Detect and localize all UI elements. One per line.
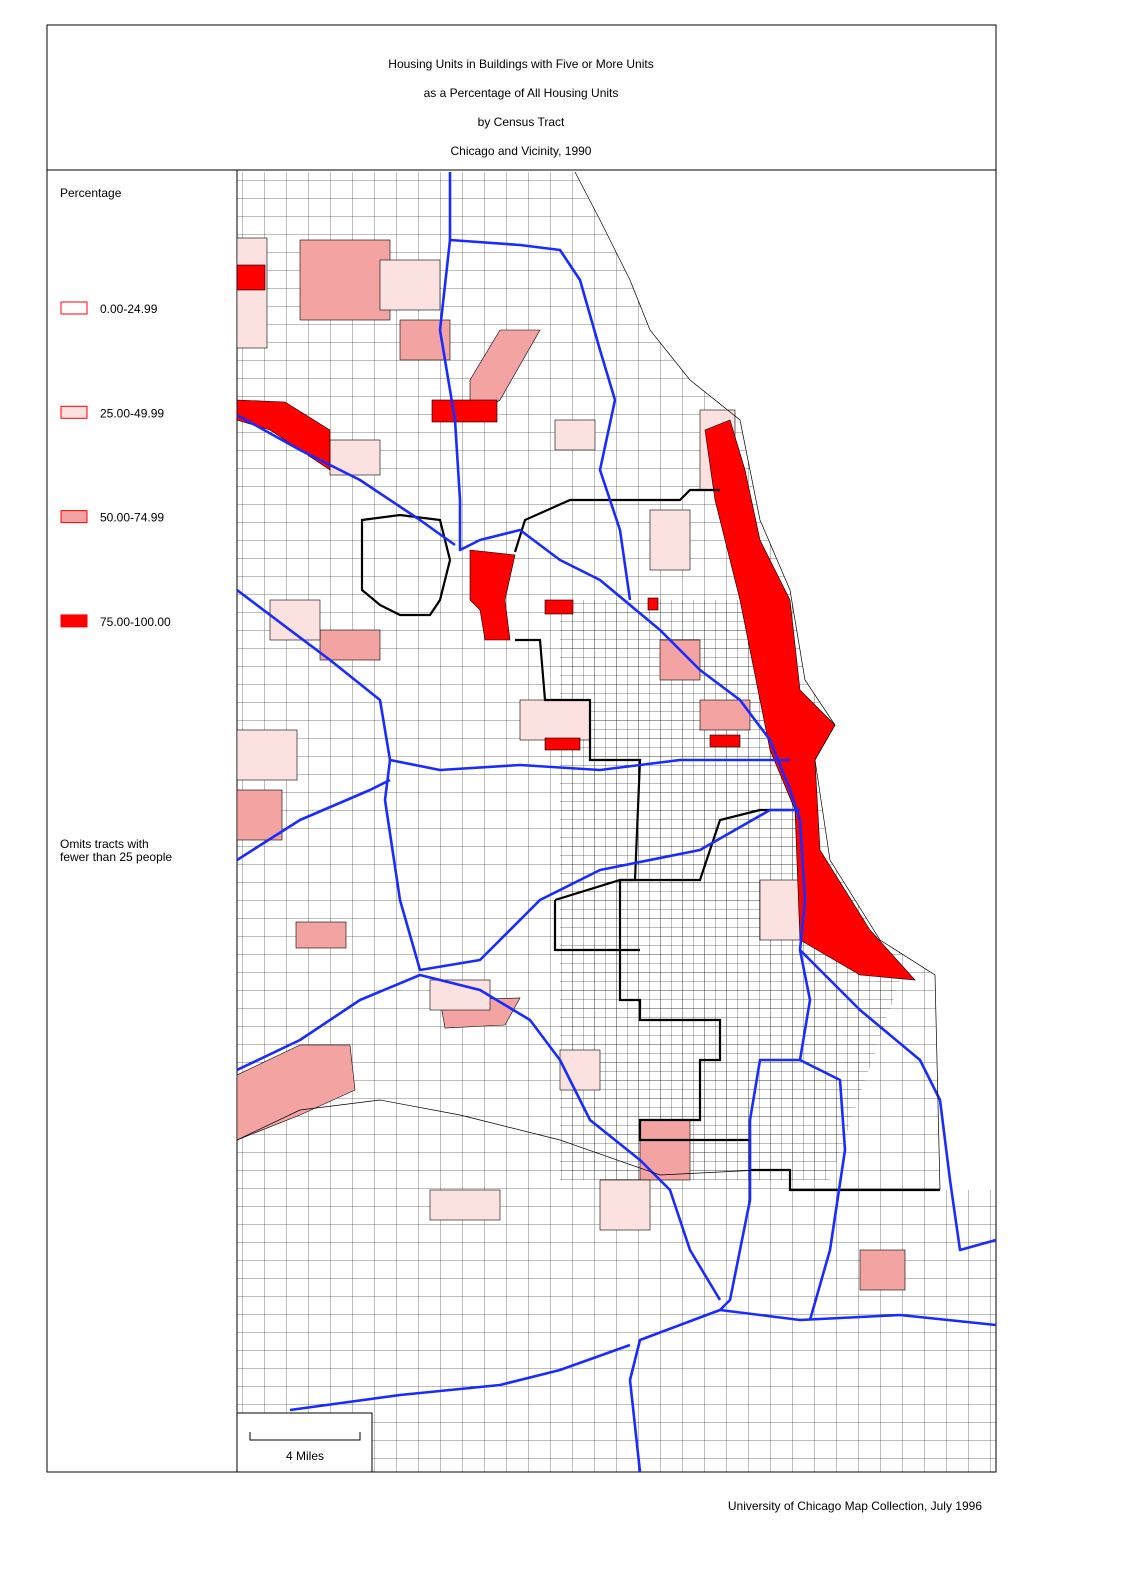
legend-note: Omits tracts with bbox=[60, 837, 149, 851]
legend: 0.00-24.99 25.00-49.99 50.00-74.99 75.00-10… bbox=[60, 301, 171, 629]
scale-label: 4 Miles bbox=[286, 1449, 324, 1463]
legend-swatch bbox=[60, 614, 88, 628]
legend-label: 25.00-49.99 bbox=[100, 406, 164, 420]
title-line: by Census Tract bbox=[478, 115, 565, 129]
legend-swatch bbox=[60, 405, 88, 419]
footer: University of Chicago Map Collection, Ju… bbox=[728, 1499, 982, 1513]
map bbox=[237, 171, 996, 1472]
title-line: Housing Units in Buildings with Five or … bbox=[388, 57, 653, 71]
legend-title: Percentage bbox=[60, 186, 122, 200]
title-line: Chicago and Vicinity, 1990 bbox=[451, 144, 592, 158]
tracts bbox=[237, 237, 916, 1291]
scale-bar bbox=[249, 1432, 361, 1441]
legend-swatch bbox=[60, 301, 88, 315]
legend-note: fewer than 25 people bbox=[60, 850, 172, 864]
scale-box bbox=[236, 1412, 373, 1473]
legend-label: 50.00-74.99 bbox=[100, 511, 164, 525]
title-line: as a Percentage of All Housing Units bbox=[424, 86, 619, 100]
legend-swatch bbox=[60, 510, 88, 524]
legend-label: 75.00-100.00 bbox=[100, 615, 171, 629]
legend-label: 0.00-24.99 bbox=[100, 302, 158, 316]
